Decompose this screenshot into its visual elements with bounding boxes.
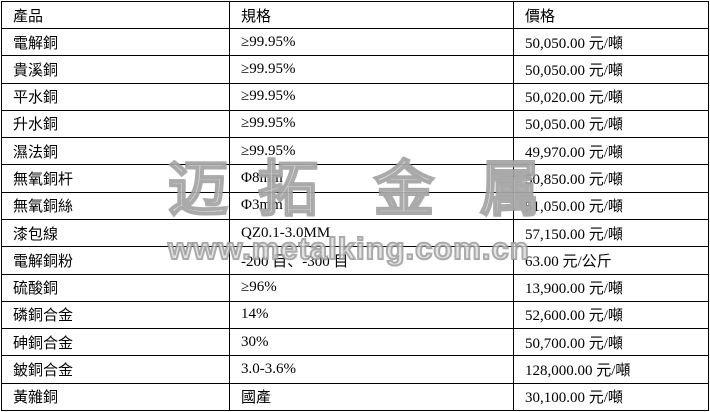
table-row: 電解銅 ≥99.95% 50,050.00 元/噸 bbox=[1, 27, 709, 57]
table-row: 砷銅合金 30% 50,700.00 元/噸 bbox=[1, 328, 709, 357]
table-row: 漆包線 QZ0.1-3.0MM 57,150.00 元/噸 bbox=[1, 218, 709, 248]
cell-spec: 14% bbox=[229, 300, 514, 330]
cell-price: 50,020.00 元/噸 bbox=[513, 82, 709, 111]
cell-product: 硫酸銅 bbox=[1, 273, 230, 302]
cell-price: 50,050.00 元/噸 bbox=[513, 109, 709, 139]
table-row: 硫酸銅 ≥96% 13,900.00 元/噸 bbox=[1, 273, 709, 302]
table-row: 鈹銅合金 3.0-3.6% 128,000.00 元/噸 bbox=[1, 355, 709, 384]
cell-product: 平水銅 bbox=[1, 82, 230, 111]
cell-product: 鈹銅合金 bbox=[1, 355, 230, 384]
cell-price: 13,900.00 元/噸 bbox=[513, 273, 709, 302]
cell-price: 50,700.00 元/噸 bbox=[513, 328, 709, 357]
cell-price: 50,850.00 元/噸 bbox=[513, 164, 709, 193]
cell-product: 電解銅 bbox=[1, 27, 230, 57]
cell-product: 磷銅合金 bbox=[1, 300, 230, 330]
cell-spec: ≥99.95% bbox=[229, 82, 514, 111]
cell-spec: Φ8mm bbox=[229, 164, 514, 193]
cell-price: 52,600.00 元/噸 bbox=[513, 300, 709, 330]
price-table-body: 電解銅 ≥99.95% 50,050.00 元/噸 貴溪銅 ≥99.95% 50,050.… bbox=[1, 27, 709, 412]
table-row: 磷銅合金 14% 52,600.00 元/噸 bbox=[1, 300, 709, 330]
cell-spec: 3.0-3.6% bbox=[229, 355, 514, 384]
table-row: 黃雜銅 國產 30,100.00 元/噸 bbox=[1, 382, 709, 412]
cell-spec: QZ0.1-3.0MM bbox=[229, 218, 514, 248]
cell-spec: 30% bbox=[229, 328, 514, 357]
cell-spec: ≥99.95% bbox=[229, 55, 514, 84]
table-row: 無氧銅杆 Φ8mm 50,850.00 元/噸 bbox=[1, 164, 709, 193]
cell-price: 50,050.00 元/噸 bbox=[513, 27, 709, 57]
cell-price: 57,150.00 元/噸 bbox=[513, 218, 709, 248]
price-table-header: 產品 規格 價格 bbox=[1, 1, 709, 29]
table-row: 電解銅粉 -200 目、-300 目 63.00 元/公斤 bbox=[1, 246, 709, 275]
cell-price: 30,100.00 元/噸 bbox=[513, 382, 709, 412]
cell-price: 63.00 元/公斤 bbox=[513, 246, 709, 275]
column-header-price: 價格 bbox=[513, 1, 709, 29]
cell-price: 49,970.00 元/噸 bbox=[513, 137, 709, 166]
cell-spec: ≥99.95% bbox=[229, 109, 514, 139]
column-header-spec: 規格 bbox=[229, 1, 514, 29]
cell-spec: -200 目、-300 目 bbox=[229, 246, 514, 275]
cell-product: 砷銅合金 bbox=[1, 328, 230, 357]
cell-spec: 國產 bbox=[229, 382, 514, 412]
cell-spec: ≥99.95% bbox=[229, 27, 514, 57]
column-header-product: 產品 bbox=[1, 1, 230, 29]
cell-product: 黃雜銅 bbox=[1, 382, 230, 412]
cell-price: 128,000.00 元/噸 bbox=[513, 355, 709, 384]
table-row: 貴溪銅 ≥99.95% 50,050.00 元/噸 bbox=[1, 55, 709, 84]
table-row: 濕法銅 ≥99.95% 49,970.00 元/噸 bbox=[1, 137, 709, 166]
cell-price: 50,050.00 元/噸 bbox=[513, 55, 709, 84]
cell-product: 無氧銅杆 bbox=[1, 164, 230, 193]
cell-product: 無氧銅絲 bbox=[1, 191, 230, 220]
cell-product: 電解銅粉 bbox=[1, 246, 230, 275]
cell-product: 升水銅 bbox=[1, 109, 230, 139]
cell-spec: ≥96% bbox=[229, 273, 514, 302]
table-row: 無氧銅絲 Φ3mm 51,050.00 元/噸 bbox=[1, 191, 709, 220]
cell-spec: ≥99.95% bbox=[229, 137, 514, 166]
table-row: 升水銅 ≥99.95% 50,050.00 元/噸 bbox=[1, 109, 709, 139]
cell-product: 濕法銅 bbox=[1, 137, 230, 166]
cell-product: 貴溪銅 bbox=[1, 55, 230, 84]
table-row: 平水銅 ≥99.95% 50,020.00 元/噸 bbox=[1, 82, 709, 111]
cell-price: 51,050.00 元/噸 bbox=[513, 191, 709, 220]
header-row: 產品 規格 價格 bbox=[1, 1, 709, 29]
cell-spec: Φ3mm bbox=[229, 191, 514, 220]
cell-product: 漆包線 bbox=[1, 218, 230, 248]
